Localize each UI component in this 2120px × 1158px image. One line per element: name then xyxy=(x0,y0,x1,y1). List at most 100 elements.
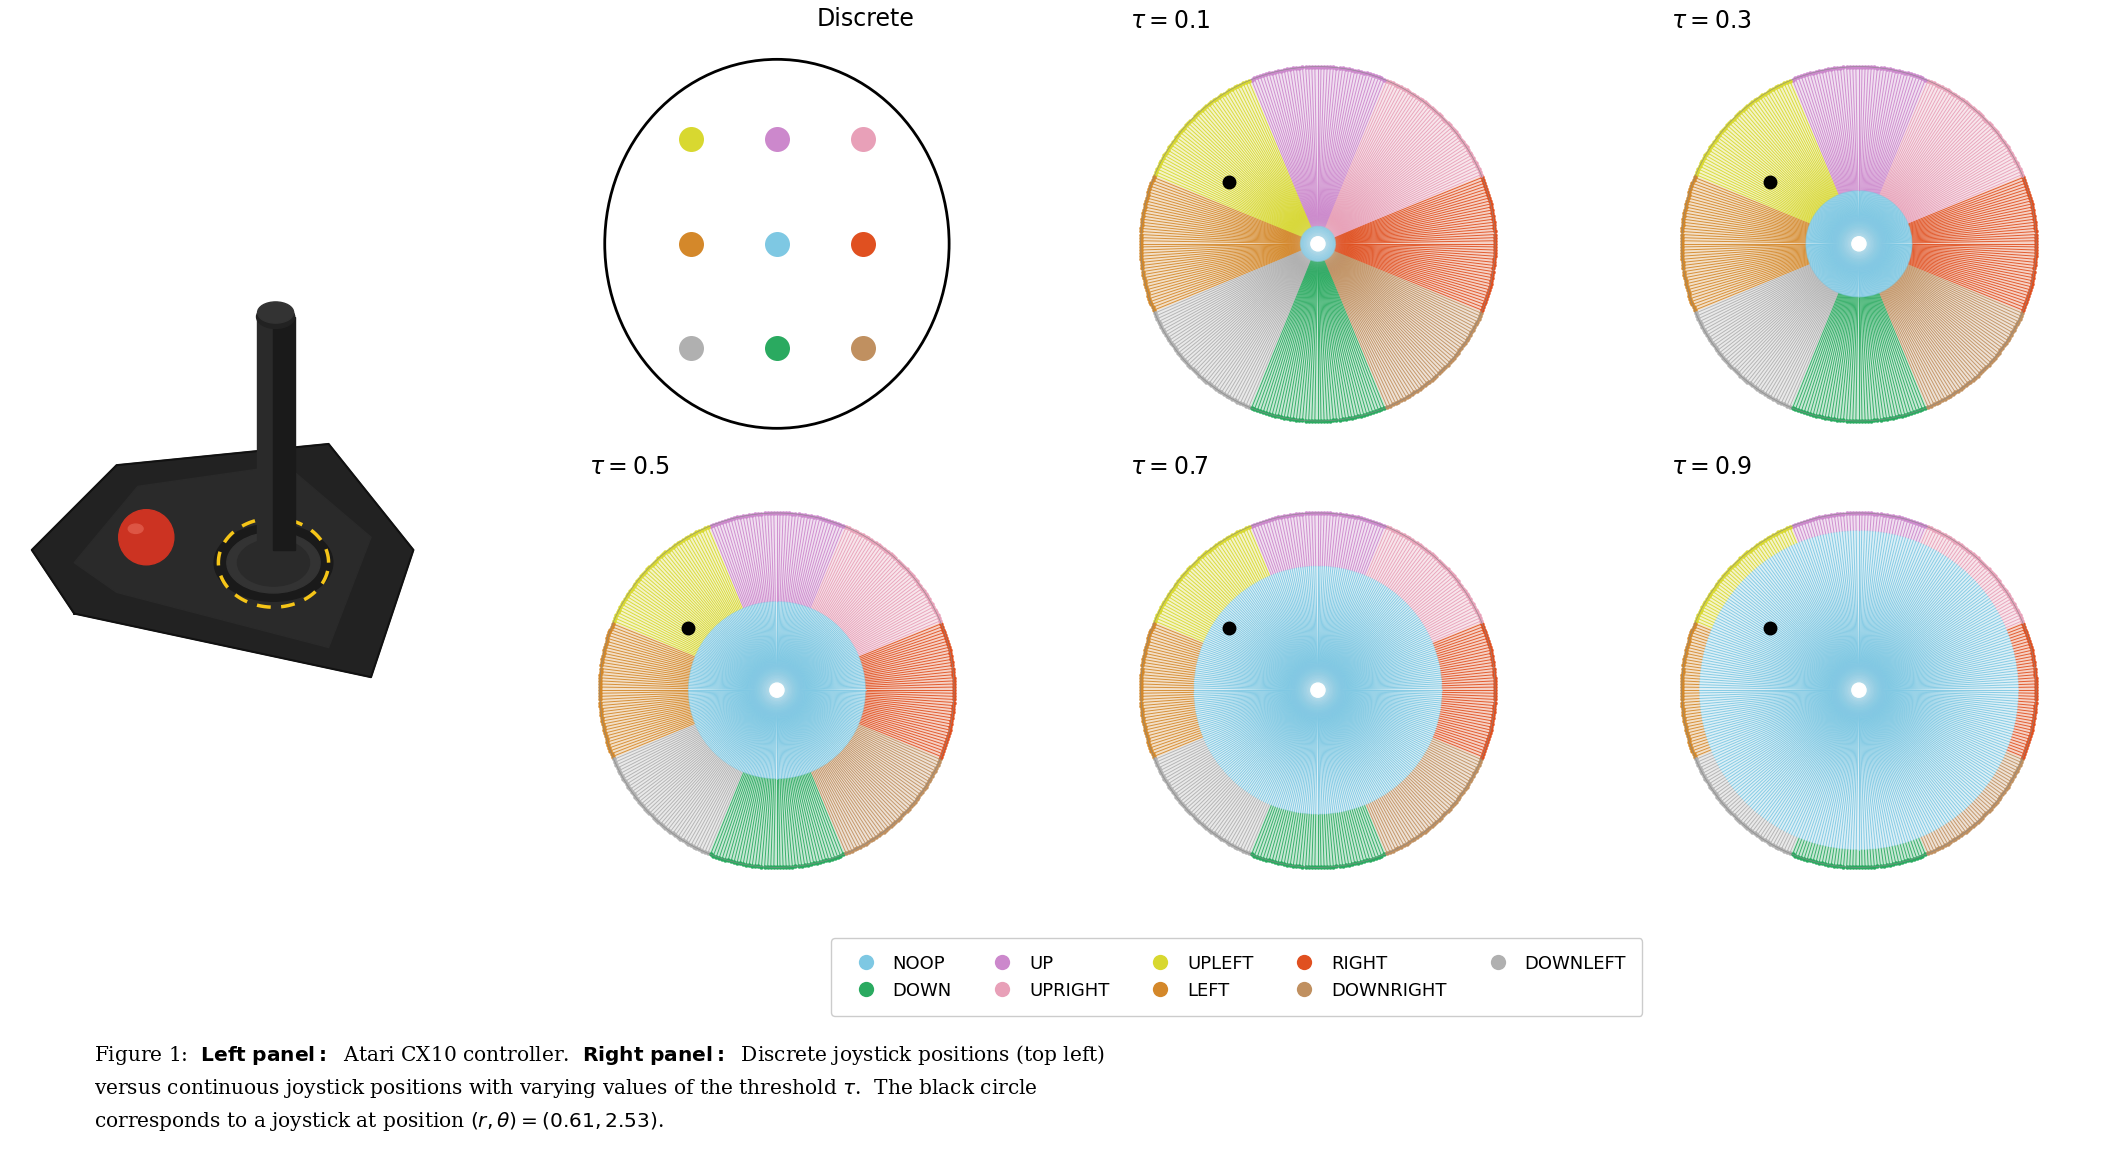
Wedge shape xyxy=(1808,244,1859,259)
Wedge shape xyxy=(1319,626,1425,690)
Wedge shape xyxy=(721,621,776,690)
Polygon shape xyxy=(765,680,789,701)
Wedge shape xyxy=(2016,712,2035,714)
Wedge shape xyxy=(1849,296,1857,420)
Wedge shape xyxy=(1365,527,1386,576)
Wedge shape xyxy=(1692,630,1709,636)
Wedge shape xyxy=(1204,640,1319,690)
Wedge shape xyxy=(1403,779,1442,818)
Wedge shape xyxy=(1806,237,1859,244)
Wedge shape xyxy=(1319,690,1329,814)
Wedge shape xyxy=(1806,240,1859,244)
Wedge shape xyxy=(1859,196,1883,244)
Wedge shape xyxy=(776,677,865,690)
Wedge shape xyxy=(644,749,710,809)
Wedge shape xyxy=(1300,241,1319,244)
Wedge shape xyxy=(1435,733,1484,752)
Wedge shape xyxy=(1435,636,1486,652)
Wedge shape xyxy=(1338,813,1348,865)
Wedge shape xyxy=(793,777,808,865)
Wedge shape xyxy=(1208,690,1319,749)
Wedge shape xyxy=(780,778,787,867)
Wedge shape xyxy=(1878,849,1880,866)
Wedge shape xyxy=(1836,690,1859,848)
Wedge shape xyxy=(1319,584,1382,690)
Wedge shape xyxy=(1319,690,1439,714)
Wedge shape xyxy=(1319,584,1382,690)
Wedge shape xyxy=(1859,536,1900,690)
Wedge shape xyxy=(1149,635,1200,652)
Wedge shape xyxy=(829,547,882,618)
Wedge shape xyxy=(1817,244,1859,276)
Wedge shape xyxy=(776,690,854,733)
Wedge shape xyxy=(1270,576,1319,690)
Wedge shape xyxy=(1304,234,1319,244)
Wedge shape xyxy=(1912,233,2035,241)
Wedge shape xyxy=(1955,549,1967,564)
Wedge shape xyxy=(1319,645,1433,690)
Wedge shape xyxy=(1681,698,1700,701)
Wedge shape xyxy=(776,690,835,756)
Wedge shape xyxy=(1302,237,1319,244)
Wedge shape xyxy=(1993,777,2008,787)
Wedge shape xyxy=(1859,690,1948,823)
Wedge shape xyxy=(1840,514,1844,532)
Wedge shape xyxy=(1312,244,1319,261)
Wedge shape xyxy=(1859,690,1974,802)
Wedge shape xyxy=(1425,752,1471,778)
Wedge shape xyxy=(1709,690,1859,742)
Wedge shape xyxy=(1893,285,1974,380)
Wedge shape xyxy=(774,601,776,690)
Wedge shape xyxy=(1823,296,1849,418)
Wedge shape xyxy=(1308,229,1319,244)
Wedge shape xyxy=(859,623,941,657)
Wedge shape xyxy=(827,543,876,617)
Wedge shape xyxy=(1859,244,1885,291)
Wedge shape xyxy=(1808,294,1844,413)
Wedge shape xyxy=(1726,279,1819,360)
Wedge shape xyxy=(776,690,837,756)
Wedge shape xyxy=(1813,690,1859,843)
Wedge shape xyxy=(1232,601,1319,690)
Wedge shape xyxy=(1323,261,1365,415)
Wedge shape xyxy=(1859,690,1895,845)
Wedge shape xyxy=(719,623,776,690)
Wedge shape xyxy=(776,690,859,726)
Wedge shape xyxy=(1249,805,1270,853)
Wedge shape xyxy=(1310,67,1317,226)
Wedge shape xyxy=(1319,690,1397,786)
Wedge shape xyxy=(1707,771,1721,780)
Wedge shape xyxy=(1295,569,1319,690)
Wedge shape xyxy=(1266,261,1312,413)
Wedge shape xyxy=(1838,195,1859,244)
Wedge shape xyxy=(1683,251,1806,269)
Wedge shape xyxy=(1319,690,1435,733)
Wedge shape xyxy=(1931,532,1940,548)
Wedge shape xyxy=(1859,244,1904,273)
Wedge shape xyxy=(1717,584,1732,595)
Wedge shape xyxy=(1317,226,1319,244)
Wedge shape xyxy=(1319,244,1333,251)
Wedge shape xyxy=(1319,650,1435,690)
Wedge shape xyxy=(1314,67,1319,226)
Wedge shape xyxy=(1859,690,2012,734)
Wedge shape xyxy=(1312,227,1319,244)
Wedge shape xyxy=(1276,72,1314,227)
Wedge shape xyxy=(1141,699,1194,704)
Wedge shape xyxy=(776,602,789,690)
Wedge shape xyxy=(1859,244,1861,296)
Wedge shape xyxy=(1378,536,1406,582)
Wedge shape xyxy=(1319,242,1336,244)
Wedge shape xyxy=(776,604,801,690)
Wedge shape xyxy=(1410,571,1450,607)
Wedge shape xyxy=(1859,690,1872,849)
Wedge shape xyxy=(1902,135,1999,212)
Wedge shape xyxy=(1813,519,1817,536)
Wedge shape xyxy=(763,690,776,778)
Wedge shape xyxy=(1859,541,1914,690)
Wedge shape xyxy=(1683,251,1806,269)
Wedge shape xyxy=(1923,528,1929,544)
Wedge shape xyxy=(1319,569,1340,690)
Wedge shape xyxy=(1319,574,1363,690)
Wedge shape xyxy=(1202,784,1238,826)
